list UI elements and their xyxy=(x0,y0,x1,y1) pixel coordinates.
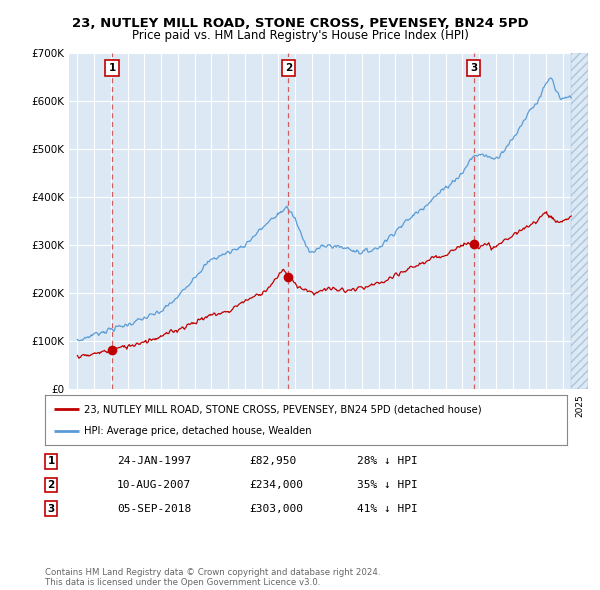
Text: 24-JAN-1997: 24-JAN-1997 xyxy=(117,457,191,466)
Text: 1: 1 xyxy=(47,457,55,466)
Text: 3: 3 xyxy=(470,63,478,73)
Text: 2: 2 xyxy=(47,480,55,490)
Text: 28% ↓ HPI: 28% ↓ HPI xyxy=(357,457,418,466)
Text: 23, NUTLEY MILL ROAD, STONE CROSS, PEVENSEY, BN24 5PD: 23, NUTLEY MILL ROAD, STONE CROSS, PEVEN… xyxy=(71,17,529,30)
Text: 10-AUG-2007: 10-AUG-2007 xyxy=(117,480,191,490)
Text: 23, NUTLEY MILL ROAD, STONE CROSS, PEVENSEY, BN24 5PD (detached house): 23, NUTLEY MILL ROAD, STONE CROSS, PEVEN… xyxy=(84,404,482,414)
Text: £303,000: £303,000 xyxy=(249,504,303,513)
Text: 3: 3 xyxy=(47,504,55,513)
Text: 35% ↓ HPI: 35% ↓ HPI xyxy=(357,480,418,490)
Text: 2: 2 xyxy=(285,63,292,73)
Text: £234,000: £234,000 xyxy=(249,480,303,490)
Text: 41% ↓ HPI: 41% ↓ HPI xyxy=(357,504,418,513)
Text: £82,950: £82,950 xyxy=(249,457,296,466)
Text: HPI: Average price, detached house, Wealden: HPI: Average price, detached house, Weal… xyxy=(84,427,312,437)
Text: Price paid vs. HM Land Registry's House Price Index (HPI): Price paid vs. HM Land Registry's House … xyxy=(131,29,469,42)
Text: 05-SEP-2018: 05-SEP-2018 xyxy=(117,504,191,513)
Text: 1: 1 xyxy=(109,63,116,73)
Text: Contains HM Land Registry data © Crown copyright and database right 2024.
This d: Contains HM Land Registry data © Crown c… xyxy=(45,568,380,587)
